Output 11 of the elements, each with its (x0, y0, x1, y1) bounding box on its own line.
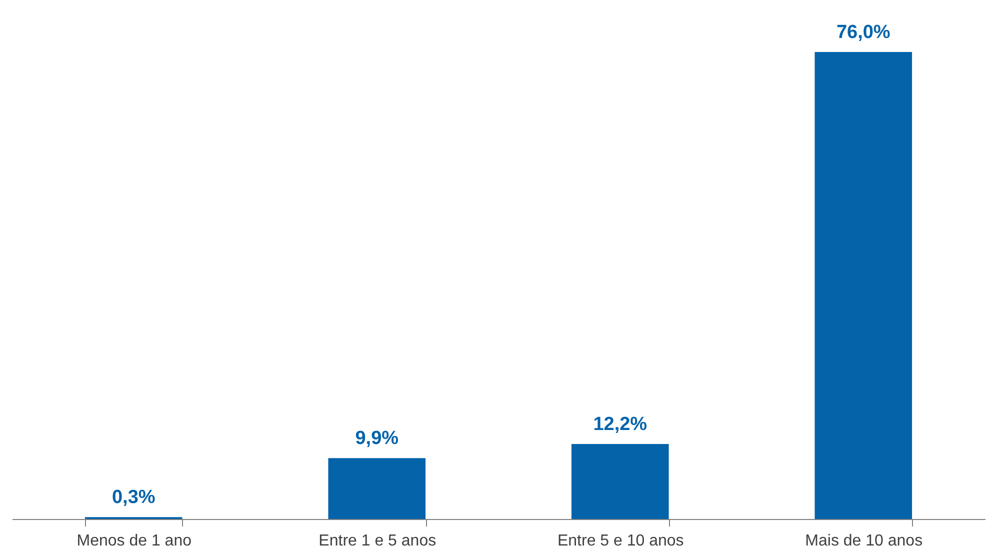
data-label: 76,0% (836, 22, 890, 43)
data-label: 12,2% (593, 414, 648, 436)
x-tick-label: Entre 5 e 10 anos (557, 532, 684, 550)
x-tick-label: Entre 1 e 5 anos (318, 532, 436, 550)
data-label: 0,3% (112, 487, 156, 508)
data-label: 9,9% (355, 428, 399, 450)
x-tick-label: Mais de 10 anos (805, 532, 923, 550)
bar (814, 52, 912, 519)
x-tick-label: Menos de 1 ano (76, 532, 192, 550)
bar (328, 458, 426, 519)
bar (571, 444, 669, 519)
